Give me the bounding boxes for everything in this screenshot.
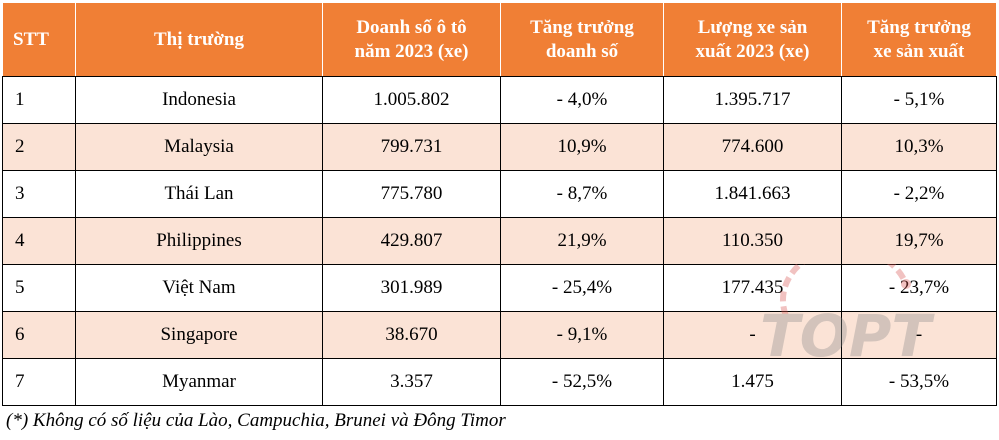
table-row: 1 Indonesia 1.005.802 - 4,0% 1.395.717 -… xyxy=(2,76,997,124)
header-row: STT Thị trường Doanh số ô tô năm 2023 (x… xyxy=(2,2,997,77)
cell-sales: 301.989 xyxy=(322,264,501,312)
footnote: (*) Không có số liệu của Lào, Campuchia,… xyxy=(6,410,506,431)
header-sales-growth: Tăng trưởng doanh số xyxy=(500,2,664,77)
cell-production: 110.350 xyxy=(663,217,842,265)
cell-sales: 775.780 xyxy=(322,170,501,218)
cell-production: 1.395.717 xyxy=(663,76,842,124)
header-stt: STT xyxy=(2,2,76,77)
cell-stt: 5 xyxy=(2,264,76,312)
cell-market: Malaysia xyxy=(75,123,323,171)
header-market: Thị trường xyxy=(75,2,323,77)
table-row: 6 Singapore 38.670 - 9,1% - - xyxy=(2,311,997,359)
cell-sales: 38.670 xyxy=(322,311,501,359)
header-production-growth: Tăng trưởng xe sản xuất xyxy=(841,2,997,77)
cell-stt: 3 xyxy=(2,170,76,218)
cell-production-growth: - 2,2% xyxy=(841,170,997,218)
header-sales-line1: Doanh số ô tô xyxy=(356,16,467,38)
table-row: 7 Myanmar 3.357 - 52,5% 1.475 - 53,5% xyxy=(2,358,997,406)
cell-sales: 3.357 xyxy=(322,358,501,406)
cell-stt: 2 xyxy=(2,123,76,171)
header-sales-line2: năm 2023 (xe) xyxy=(354,40,469,62)
table-header: STT Thị trường Doanh số ô tô năm 2023 (x… xyxy=(2,2,997,77)
cell-production-growth: 10,3% xyxy=(841,123,997,171)
cell-sales: 1.005.802 xyxy=(322,76,501,124)
cell-market: Indonesia xyxy=(75,76,323,124)
cell-production: 774.600 xyxy=(663,123,842,171)
header-production: Lượng xe sản xuất 2023 (xe) xyxy=(663,2,842,77)
cell-sales-growth: 21,9% xyxy=(500,217,664,265)
cell-sales: 799.731 xyxy=(322,123,501,171)
cell-production: - xyxy=(663,311,842,359)
cell-market: Philippines xyxy=(75,217,323,265)
cell-production-growth: 19,7% xyxy=(841,217,997,265)
cell-stt: 6 xyxy=(2,311,76,359)
cell-stt: 4 xyxy=(2,217,76,265)
cell-production-growth: - 53,5% xyxy=(841,358,997,406)
cell-market: Thái Lan xyxy=(75,170,323,218)
header-production-growth-line1: Tăng trưởng xyxy=(867,16,971,38)
cell-sales-growth: - 9,1% xyxy=(500,311,664,359)
cell-stt: 1 xyxy=(2,76,76,124)
cell-production: 1.475 xyxy=(663,358,842,406)
table-row: 5 Việt Nam 301.989 - 25,4% 177.435 - 23,… xyxy=(2,264,997,312)
cell-market: Singapore xyxy=(75,311,323,359)
cell-stt: 7 xyxy=(2,358,76,406)
cell-sales-growth: - 25,4% xyxy=(500,264,664,312)
table-row: 2 Malaysia 799.731 10,9% 774.600 10,3% xyxy=(2,123,997,171)
cell-sales-growth: - 4,0% xyxy=(500,76,664,124)
header-sales-growth-line1: Tăng trưởng xyxy=(530,16,634,38)
cell-market: Myanmar xyxy=(75,358,323,406)
cell-production-growth: - 5,1% xyxy=(841,76,997,124)
cell-sales-growth: - 52,5% xyxy=(500,358,664,406)
cell-production-growth: - xyxy=(841,311,997,359)
cell-sales-growth: 10,9% xyxy=(500,123,664,171)
cell-market: Việt Nam xyxy=(75,264,323,312)
cell-production: 1.841.663 xyxy=(663,170,842,218)
market-table: STT Thị trường Doanh số ô tô năm 2023 (x… xyxy=(2,2,997,406)
header-production-growth-line2: xe sản xuất xyxy=(873,40,965,62)
header-production-line2: xuất 2023 (xe) xyxy=(695,40,810,62)
header-sales: Doanh số ô tô năm 2023 (xe) xyxy=(322,2,501,77)
table-row: 3 Thái Lan 775.780 - 8,7% 1.841.663 - 2,… xyxy=(2,170,997,218)
table-row: 4 Philippines 429.807 21,9% 110.350 19,7… xyxy=(2,217,997,265)
cell-production: 177.435 xyxy=(663,264,842,312)
header-production-line1: Lượng xe sản xyxy=(697,16,808,38)
cell-production-growth: - 23,7% xyxy=(841,264,997,312)
table-body: 1 Indonesia 1.005.802 - 4,0% 1.395.717 -… xyxy=(2,76,997,406)
cell-sales: 429.807 xyxy=(322,217,501,265)
cell-sales-growth: - 8,7% xyxy=(500,170,664,218)
header-sales-growth-line2: doanh số xyxy=(545,40,619,62)
